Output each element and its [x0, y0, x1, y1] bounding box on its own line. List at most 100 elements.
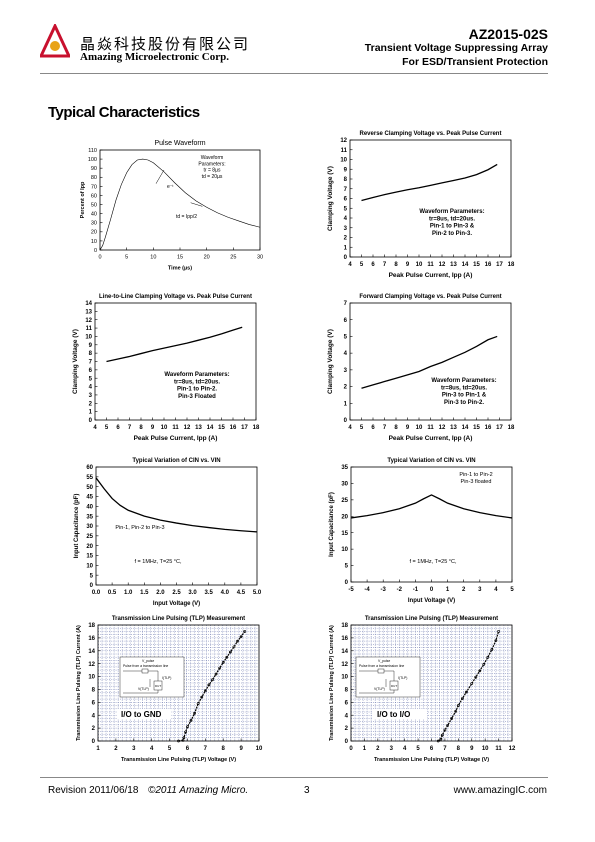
inset-text: V_pulse [378, 659, 390, 663]
x-tick-label: 0 [98, 255, 101, 261]
x-axis-label: Peak Pulse Current, Ipp (A) [134, 435, 218, 442]
y-tick-label: 14 [341, 649, 348, 655]
y-tick-label: 3 [344, 226, 348, 232]
y-tick-label: 10 [88, 675, 95, 681]
y-tick-label: 5 [90, 573, 94, 579]
x-tick-label: 2 [114, 746, 118, 752]
annotation-arrow [190, 202, 203, 207]
x-tick-label: 16 [485, 262, 492, 268]
y-tick-label: 7 [344, 301, 348, 307]
chart-tlp-2: 0 1 2 3 4 5 6 7 8 9 10 11 12024681012141618Transmiss… [329, 616, 516, 763]
annotation-line: tr = 8µs [204, 168, 221, 174]
x-tick-label: 13 [195, 425, 202, 431]
annotation-line: Pin-3 floated [461, 479, 492, 485]
y-tick-label: 14 [88, 649, 95, 655]
x-tick-label: 10 [256, 746, 263, 752]
annotation-line: tr=8us, td=20us. [174, 379, 220, 385]
y-axis-label: Transmission Line Pulsing (TLP) Current … [329, 625, 335, 741]
y-tick-label: 6 [344, 318, 348, 324]
inset-text: DUT [155, 684, 161, 688]
y-tick-label: 8 [89, 351, 93, 357]
x-tick-label: 4 [403, 746, 407, 752]
x-tick-label: 3.0 [188, 590, 197, 596]
x-tick-label: 15 [218, 425, 225, 431]
series-point [478, 669, 482, 673]
y-tick-label: 4 [344, 351, 348, 357]
y-tick-label: 0 [94, 248, 97, 254]
x-tick-label: 12 [439, 262, 446, 268]
x-tick-label: 11 [427, 262, 434, 268]
y-tick-label: 1 [89, 410, 93, 416]
series-point [470, 682, 474, 686]
io-label: I/O to I/O [377, 710, 410, 719]
series-point [186, 725, 189, 729]
y-tick-label: 0 [344, 418, 348, 424]
x-tick-label: 1.0 [124, 590, 133, 596]
y-tick-label: 5 [344, 335, 348, 341]
chart-cin-vs-vin-2: -5 -4 -3 -2 -1 0 1 2 3 4 5 0 5 10 15 20 25 30 35 Typical Va… [329, 458, 514, 604]
x-tick-label: 10 [161, 425, 168, 431]
annotation: Pin-1, Pin-2 to Pin-3 [115, 525, 164, 531]
chart-title: Reverse Clamping Voltage vs. Peak Pulse … [360, 131, 502, 137]
annotation: Waveform Parameters: tr=8us, td=20us. Pin-… [431, 378, 496, 406]
chart-title: Pulse Waveform [154, 140, 205, 147]
series-point [189, 718, 193, 722]
y-tick-label: 80 [91, 175, 97, 181]
annotation-line: td = Ipp/2 [176, 214, 197, 220]
x-tick-label: 0.0 [92, 590, 101, 596]
y-tick-label: 30 [86, 524, 93, 530]
annotation-line: Pin-1, Pin-2 to Pin-3 [115, 525, 164, 531]
y-tick-label: 90 [91, 166, 97, 172]
x-tick-label: 7 [383, 425, 387, 431]
x-tick-label: 0 [349, 746, 353, 752]
x-tick-label: 15 [473, 262, 480, 268]
series-point [440, 733, 444, 737]
y-tick-label: 25 [86, 534, 93, 540]
annotation-line: Pin-1 to Pin-2 [459, 472, 492, 478]
x-tick-label: 5 [105, 425, 109, 431]
y-axis-label: Clamping Voltage (V) [327, 166, 334, 231]
x-tick-label: 11 [495, 746, 502, 752]
series-point [218, 666, 222, 670]
y-tick-label: 9 [89, 343, 93, 349]
series-line [106, 326, 243, 363]
annotation-line: Pin-2 to Pin-3. [432, 231, 472, 237]
x-tick-label: 16 [485, 425, 492, 431]
y-tick-label: 10 [340, 158, 347, 164]
series-point [177, 739, 180, 743]
x-tick-label: 6 [371, 262, 375, 268]
section-title: Typical Characteristics [48, 104, 200, 121]
y-tick-label: 14 [85, 301, 92, 307]
y-tick-label: 12 [88, 662, 95, 668]
product-description-line2: For ESD/Transient Protection [402, 56, 548, 68]
series-line [361, 163, 498, 202]
x-tick-label: 3 [390, 746, 394, 752]
x-tick-label: 17 [241, 425, 248, 431]
x-tick-label: 10 [150, 255, 156, 261]
x-tick-label: 4.0 [221, 590, 230, 596]
x-tick-label: 2 [462, 587, 466, 593]
annotation-line: td = 20µs [202, 174, 223, 180]
series-point [181, 738, 185, 742]
annotation-line: Waveform Parameters: [419, 209, 484, 215]
x-tick-label: 11 [172, 425, 179, 431]
annotation: Waveform Parameters: tr=8us, td=20us. Pin-… [164, 372, 229, 400]
x-tick-label: 4.5 [237, 590, 246, 596]
x-tick-label: 9 [406, 262, 410, 268]
annotation-line: Pin-3 to Pin-2. [444, 400, 484, 406]
y-tick-label: 10 [86, 563, 93, 569]
x-axis-label: Peak Pulse Current, Ipp (A) [389, 435, 473, 442]
company-name-english: Amazing Microelectronic Corp. [80, 51, 229, 63]
inset-resistor [141, 668, 149, 674]
y-tick-label: 40 [86, 504, 93, 510]
y-tick-label: 60 [86, 465, 93, 471]
annotation: e⁻ᵗ [167, 184, 174, 190]
series-point [184, 730, 188, 734]
y-tick-label: 20 [86, 544, 93, 550]
copyright-text: ©2011 Amazing Micro. [148, 785, 249, 796]
inset-text: V(TLP) [138, 687, 149, 691]
x-tick-label: 17 [496, 425, 503, 431]
series-point [228, 650, 232, 654]
x-tick-label: 13 [450, 262, 457, 268]
series-point [464, 690, 468, 694]
